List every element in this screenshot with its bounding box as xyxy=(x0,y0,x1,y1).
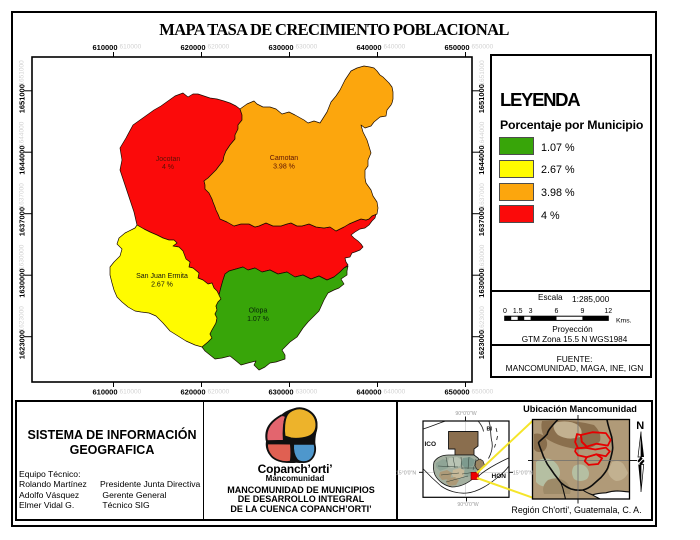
svg-text:Kms.: Kms. xyxy=(616,318,632,325)
svg-text:ICO: ICO xyxy=(425,441,437,448)
svg-text:1651000: 1651000 xyxy=(479,60,486,86)
svg-text:650000: 650000 xyxy=(444,43,469,52)
svg-text:Camotan: Camotan xyxy=(270,155,299,162)
svg-text:620000: 620000 xyxy=(180,43,205,52)
svg-text:630000: 630000 xyxy=(296,389,318,396)
svg-text:N: N xyxy=(636,420,644,432)
svg-text:1637000: 1637000 xyxy=(17,207,26,236)
svg-text:12: 12 xyxy=(604,308,612,315)
svg-text:90°0'0"W: 90°0'0"W xyxy=(457,502,478,508)
svg-text:1644000: 1644000 xyxy=(19,121,26,147)
svg-text:630000: 630000 xyxy=(268,43,293,52)
svg-text:Copanch’orti’: Copanch’orti’ xyxy=(258,462,333,476)
svg-text:620000: 620000 xyxy=(208,44,230,51)
svg-text:650000: 650000 xyxy=(444,387,469,396)
svg-text:610000: 610000 xyxy=(92,387,117,396)
svg-text:6: 6 xyxy=(555,308,559,315)
svg-text:HON: HON xyxy=(492,473,507,480)
svg-text:Jocotan: Jocotan xyxy=(156,156,181,163)
svg-text:San Juan Ermita: San Juan Ermita xyxy=(136,273,188,280)
svg-text:4 %: 4 % xyxy=(162,164,174,171)
svg-text:640000: 640000 xyxy=(384,389,406,396)
svg-text:90°0'0"W: 90°0'0"W xyxy=(455,411,476,417)
svg-text:620000: 620000 xyxy=(208,389,230,396)
svg-text:610000: 610000 xyxy=(92,43,117,52)
svg-text:Mancomunidad: Mancomunidad xyxy=(266,474,325,483)
svg-text:1630000: 1630000 xyxy=(477,268,486,297)
svg-text:1644000: 1644000 xyxy=(479,121,486,147)
svg-text:1.5: 1.5 xyxy=(513,308,523,315)
svg-text:1623000: 1623000 xyxy=(19,306,26,332)
svg-text:1630000: 1630000 xyxy=(19,244,26,270)
svg-text:1637000: 1637000 xyxy=(479,183,486,209)
svg-text:3: 3 xyxy=(529,308,533,315)
svg-text:1637000: 1637000 xyxy=(19,183,26,209)
svg-text:640000: 640000 xyxy=(356,387,381,396)
svg-text:640000: 640000 xyxy=(356,43,381,52)
svg-text:15°0'0"N: 15°0'0"N xyxy=(396,470,416,476)
svg-text:Olopa: Olopa xyxy=(249,308,268,315)
svg-text:630000: 630000 xyxy=(268,387,293,396)
svg-text:0: 0 xyxy=(503,308,507,315)
svg-text:1630000: 1630000 xyxy=(479,244,486,270)
svg-text:610000: 610000 xyxy=(120,44,142,51)
svg-text:1651000: 1651000 xyxy=(19,60,26,86)
svg-text:Bl: Bl xyxy=(487,427,493,433)
svg-text:630000: 630000 xyxy=(296,44,318,51)
svg-text:9: 9 xyxy=(580,308,584,315)
svg-text:1623000: 1623000 xyxy=(479,306,486,332)
svg-text:1623000: 1623000 xyxy=(477,330,486,359)
svg-text:1651000: 1651000 xyxy=(477,84,486,113)
svg-text:610000: 610000 xyxy=(120,389,142,396)
svg-text:650000: 650000 xyxy=(472,389,494,396)
svg-text:3.98 %: 3.98 % xyxy=(273,164,295,171)
svg-text:1630000: 1630000 xyxy=(17,268,26,297)
svg-text:1644000: 1644000 xyxy=(17,145,26,174)
svg-text:1637000: 1637000 xyxy=(477,207,486,236)
svg-text:620000: 620000 xyxy=(180,387,205,396)
svg-text:1623000: 1623000 xyxy=(17,330,26,359)
svg-text:1651000: 1651000 xyxy=(17,84,26,113)
svg-text:15°0'0"N: 15°0'0"N xyxy=(513,470,533,476)
svg-text:1.07 %: 1.07 % xyxy=(247,316,269,323)
svg-text:1644000: 1644000 xyxy=(477,145,486,174)
svg-text:640000: 640000 xyxy=(384,44,406,51)
svg-text:650000: 650000 xyxy=(472,44,494,51)
svg-text:2.67 %: 2.67 % xyxy=(151,282,173,289)
